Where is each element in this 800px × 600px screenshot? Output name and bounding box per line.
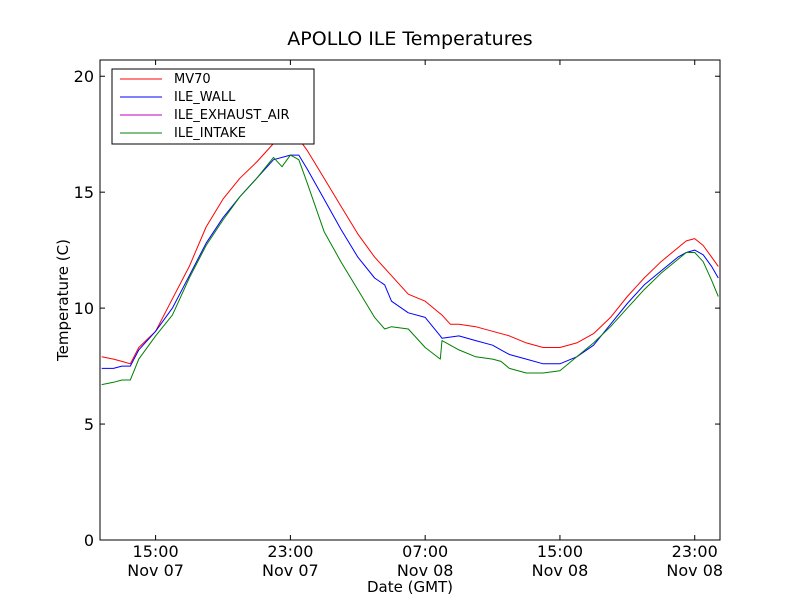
series-layer <box>101 136 719 386</box>
x-tick-time-label: 15:00 <box>133 542 179 561</box>
y-tick-label: 0 <box>84 531 94 550</box>
x-tick-time-label: 07:00 <box>402 542 448 561</box>
x-axis-label: Date (GMT) <box>367 578 453 596</box>
y-axis-label: Temperature (C) <box>54 239 72 362</box>
y-axis-ticks: 0 5 10 15 20 <box>74 67 720 550</box>
y-tick-label: 5 <box>84 415 94 434</box>
legend: MV70 ILE_WALL ILE_EXHAUST_AIR ILE_INTAKE <box>111 68 315 145</box>
y-tick-label: 10 <box>74 299 94 318</box>
y-tick-label: 20 <box>74 67 94 86</box>
legend-box <box>111 68 315 145</box>
x-tick-time-label: 15:00 <box>537 542 583 561</box>
legend-label: ILE_EXHAUST_AIR <box>174 108 290 123</box>
x-tick-date-label: Nov 07 <box>262 561 319 580</box>
plot-frame <box>99 59 721 541</box>
legend-label: MV70 <box>174 72 211 87</box>
legend-label: ILE_INTAKE <box>174 126 246 141</box>
series-line-mv70 <box>101 136 719 365</box>
series-line-ile-wall <box>101 154 719 369</box>
y-tick-label: 15 <box>74 183 94 202</box>
x-tick-date-label: Nov 08 <box>666 561 723 580</box>
x-tick-date-label: Nov 08 <box>397 561 454 580</box>
x-tick-time-label: 23:00 <box>672 542 718 561</box>
chart-title: APOLLO ILE Temperatures <box>287 28 532 50</box>
legend-label: ILE_WALL <box>174 90 236 105</box>
x-tick-date-label: Nov 07 <box>127 561 184 580</box>
x-tick-time-label: 23:00 <box>267 542 313 561</box>
series-line-ile-intake <box>101 154 719 386</box>
x-tick-date-label: Nov 08 <box>532 561 589 580</box>
